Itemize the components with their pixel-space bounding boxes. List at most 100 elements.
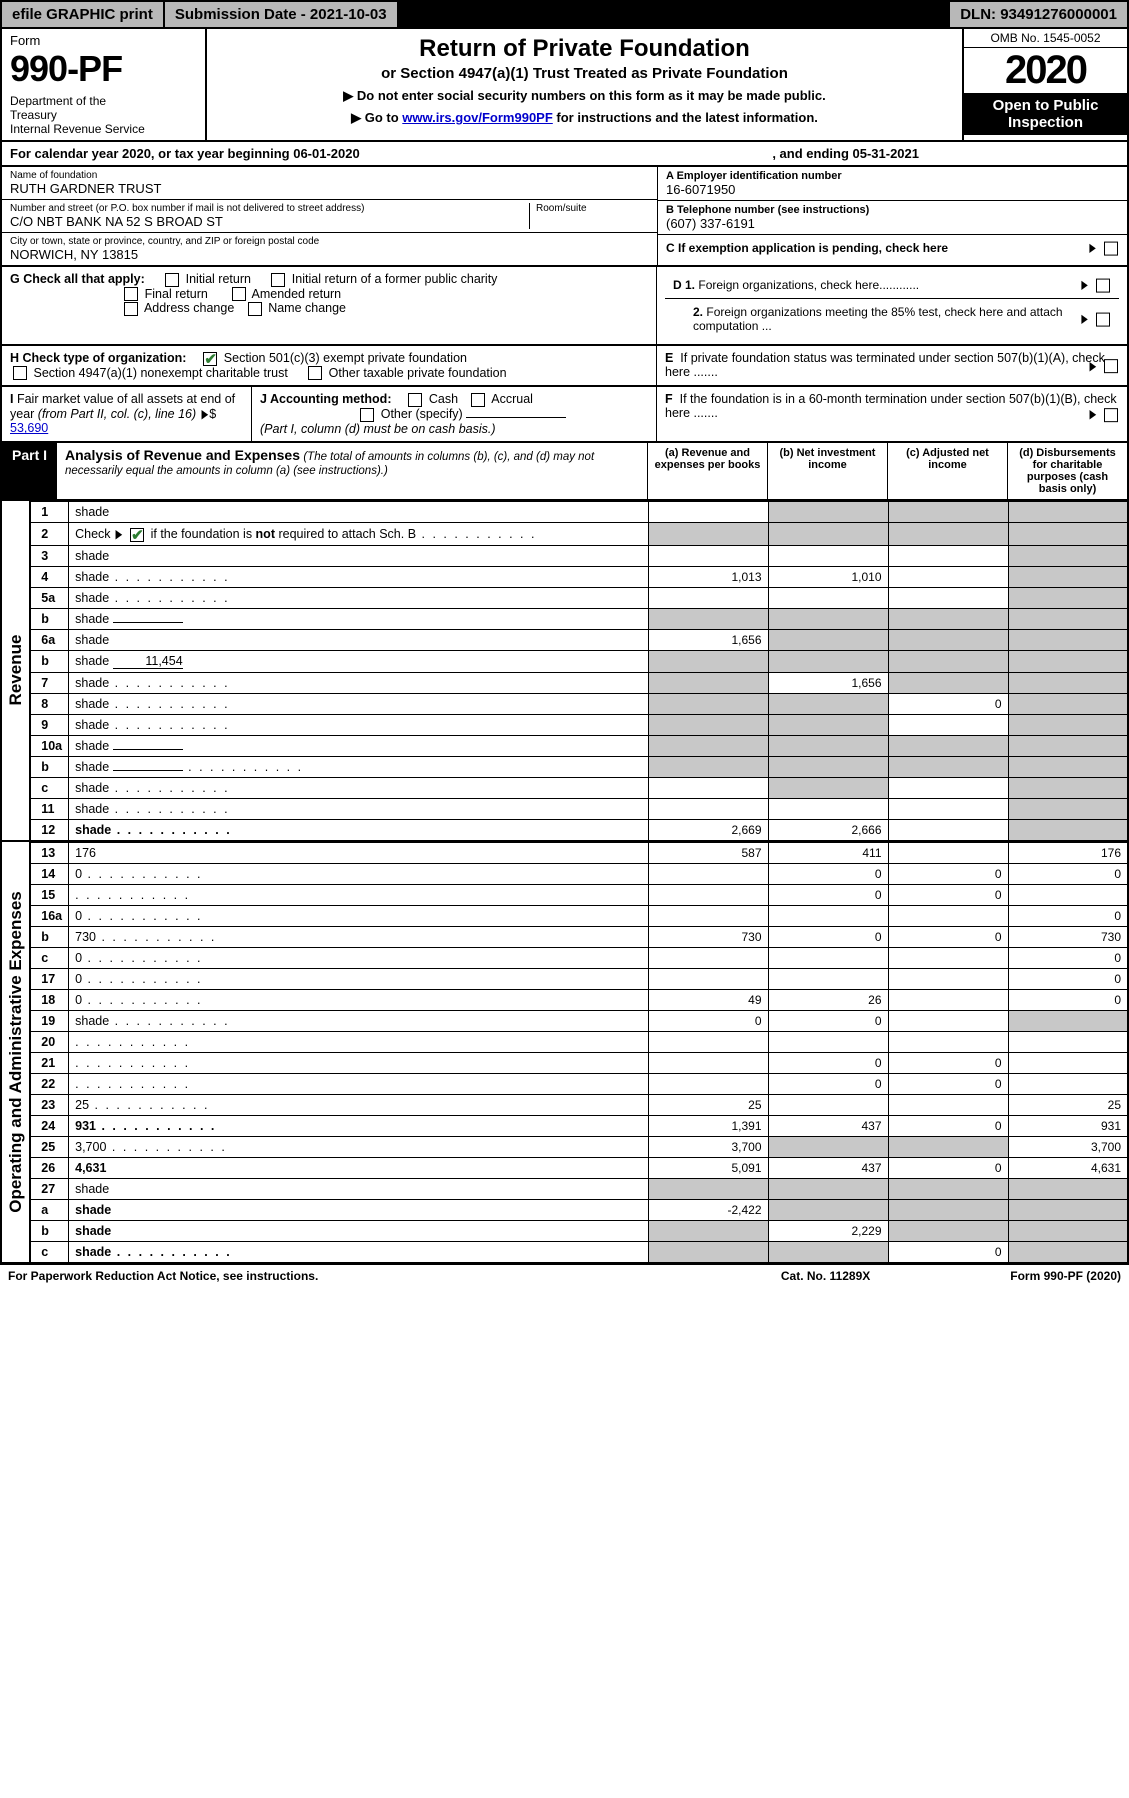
row-num: 27 bbox=[30, 1178, 68, 1199]
row-desc: 4,631 bbox=[69, 1157, 648, 1178]
row-num: 3 bbox=[30, 545, 68, 566]
schb-checkbox[interactable] bbox=[130, 528, 144, 542]
row-num: 26 bbox=[30, 1157, 68, 1178]
cell-value: 26 bbox=[768, 989, 888, 1010]
cell-value bbox=[768, 947, 888, 968]
h-label: H Check type of organization: bbox=[10, 351, 186, 365]
initial-return-cb[interactable] bbox=[165, 273, 179, 287]
cell-value: 1,656 bbox=[768, 672, 888, 693]
f-checkbox[interactable] bbox=[1104, 408, 1118, 422]
row-desc bbox=[69, 1052, 648, 1073]
cash-cb[interactable] bbox=[408, 393, 422, 407]
cell-value bbox=[888, 1010, 1008, 1031]
cell-shaded bbox=[1008, 798, 1128, 819]
cell-shaded bbox=[888, 1178, 1008, 1199]
cell-value: 0 bbox=[888, 863, 1008, 884]
other-taxable-cb[interactable] bbox=[308, 366, 322, 380]
table-row: c00 bbox=[30, 947, 1128, 968]
cell-shaded bbox=[888, 735, 1008, 756]
cell-shaded bbox=[1008, 1241, 1128, 1263]
form-subtitle: or Section 4947(a)(1) Trust Treated as P… bbox=[217, 65, 952, 82]
room-label: Room/suite bbox=[536, 203, 649, 214]
cell-value: -2,422 bbox=[648, 1199, 768, 1220]
row-num: 2 bbox=[30, 522, 68, 545]
foundation-name: RUTH GARDNER TRUST bbox=[10, 181, 649, 196]
other-method-cb[interactable] bbox=[360, 408, 374, 422]
table-row: 2Check ▶ if the foundation is not requir… bbox=[30, 522, 1128, 545]
e-checkbox[interactable] bbox=[1104, 360, 1118, 374]
table-row: ashade-2,422 bbox=[30, 1199, 1128, 1220]
cell-value: 730 bbox=[1008, 926, 1128, 947]
cell-value bbox=[768, 545, 888, 566]
d1-label: D 1. bbox=[673, 278, 695, 292]
cell-value: 0 bbox=[1008, 989, 1128, 1010]
cell-value bbox=[648, 1052, 768, 1073]
cell-value bbox=[888, 905, 1008, 926]
name-change-cb[interactable] bbox=[248, 302, 262, 316]
d1-checkbox[interactable] bbox=[1096, 278, 1110, 292]
table-row: 264,6315,09143704,631 bbox=[30, 1157, 1128, 1178]
initial-former-cb[interactable] bbox=[271, 273, 285, 287]
row-desc: 0 bbox=[69, 989, 648, 1010]
row-num: 9 bbox=[30, 714, 68, 735]
row-desc: 0 bbox=[69, 863, 648, 884]
inline-value bbox=[113, 770, 183, 771]
row-desc: shade bbox=[69, 629, 648, 650]
i-j-f-row: I Fair market value of all assets at end… bbox=[0, 387, 1129, 442]
cat-no: Cat. No. 11289X bbox=[781, 1269, 870, 1283]
accrual-cb[interactable] bbox=[471, 393, 485, 407]
d2-checkbox[interactable] bbox=[1096, 312, 1110, 326]
row-num: 16a bbox=[30, 905, 68, 926]
cell-shaded bbox=[1008, 756, 1128, 777]
table-row: 23252525 bbox=[30, 1094, 1128, 1115]
cell-value bbox=[768, 905, 888, 926]
row-num: 25 bbox=[30, 1136, 68, 1157]
cell-value: 25 bbox=[1008, 1094, 1128, 1115]
cell-shaded bbox=[648, 1178, 768, 1199]
paperwork-notice: For Paperwork Reduction Act Notice, see … bbox=[8, 1269, 318, 1283]
cell-value bbox=[888, 777, 1008, 798]
501c3-cb[interactable] bbox=[203, 352, 217, 366]
cell-shaded bbox=[888, 1136, 1008, 1157]
table-row: 16a00 bbox=[30, 905, 1128, 926]
col-d-hdr: (d) Disbursements for charitable purpose… bbox=[1007, 443, 1127, 499]
ein-label: A Employer identification number bbox=[666, 170, 1119, 182]
open-inspection: Open to PublicInspection bbox=[964, 93, 1127, 135]
cell-value bbox=[888, 566, 1008, 587]
cell-shaded bbox=[888, 501, 1008, 522]
cell-shaded bbox=[648, 714, 768, 735]
table-row: cshade bbox=[30, 777, 1128, 798]
form-header: Form 990-PF Department of theTreasuryInt… bbox=[0, 29, 1129, 142]
cell-shaded bbox=[888, 1199, 1008, 1220]
cal-end: , and ending 05-31-2021 bbox=[772, 146, 919, 161]
cell-shaded bbox=[648, 756, 768, 777]
row-num: a bbox=[30, 1199, 68, 1220]
cell-shaded bbox=[1008, 545, 1128, 566]
cell-shaded bbox=[1008, 650, 1128, 672]
row-desc: shade bbox=[69, 1241, 648, 1263]
page-footer: For Paperwork Reduction Act Notice, see … bbox=[0, 1264, 1129, 1287]
fmv-link[interactable]: 53,690 bbox=[10, 421, 48, 435]
row-desc: shade bbox=[69, 714, 648, 735]
j-label: J Accounting method: bbox=[260, 392, 391, 406]
row-desc: 730 bbox=[69, 926, 648, 947]
cell-shaded bbox=[1008, 522, 1128, 545]
form-number: 990-PF bbox=[10, 48, 197, 90]
address-change-cb[interactable] bbox=[124, 302, 138, 316]
table-row: 6ashade1,656 bbox=[30, 629, 1128, 650]
cell-shaded bbox=[888, 650, 1008, 672]
cell-shaded bbox=[1008, 693, 1128, 714]
final-return-cb[interactable] bbox=[124, 287, 138, 301]
amended-cb[interactable] bbox=[232, 287, 246, 301]
cell-shaded bbox=[1008, 819, 1128, 841]
c-label: C If exemption application is pending, c… bbox=[666, 241, 948, 255]
c-checkbox[interactable] bbox=[1104, 241, 1118, 255]
cell-shaded bbox=[768, 650, 888, 672]
4947-cb[interactable] bbox=[13, 366, 27, 380]
expenses-vlabel: Operating and Administrative Expenses bbox=[6, 891, 26, 1213]
table-row: 2200 bbox=[30, 1073, 1128, 1094]
cell-value bbox=[648, 798, 768, 819]
table-row: bshade 11,454 bbox=[30, 650, 1128, 672]
cell-value: 0 bbox=[888, 926, 1008, 947]
irs-link[interactable]: www.irs.gov/Form990PF bbox=[402, 110, 553, 125]
